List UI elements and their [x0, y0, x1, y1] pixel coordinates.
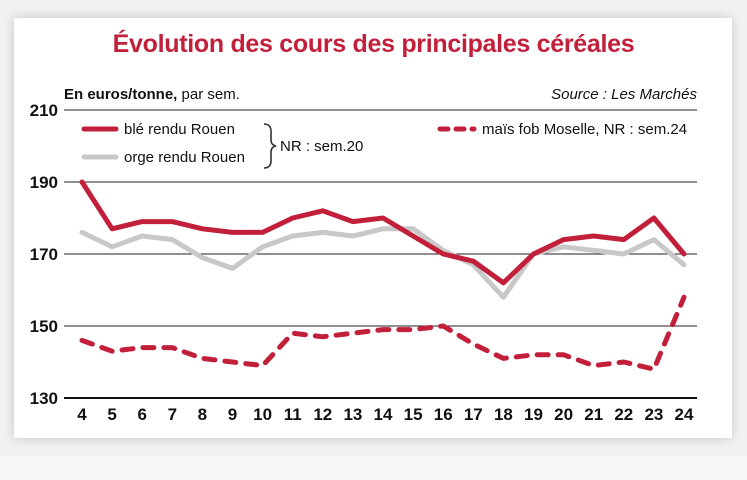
x-tick-label: 10 [253, 405, 272, 424]
y-tick-label: 150 [30, 317, 58, 336]
x-tick-label: 20 [554, 405, 573, 424]
x-tick-label: 12 [313, 405, 332, 424]
x-tick-label: 16 [434, 405, 453, 424]
x-tick-label: 15 [404, 405, 423, 424]
legend-label-ble: blé rendu Rouen [124, 121, 235, 138]
x-tick-label: 13 [343, 405, 362, 424]
x-tick-label: 22 [614, 405, 633, 424]
source-label: Source : Les Marchés [551, 86, 697, 103]
x-tick-label: 14 [374, 405, 393, 424]
grid-layer [64, 109, 697, 399]
axis-layer: 130 150 170 190 210 4 5 6 7 8 9 10 11 12 13 14 15 16 17 18 1… [30, 101, 694, 424]
x-tick-label: 7 [168, 405, 177, 424]
chart-card [14, 18, 732, 438]
y-tick-label: 210 [30, 101, 58, 120]
legend-label-mais: maïs fob Moselle, NR : sem.24 [482, 121, 687, 138]
x-tick-label: 6 [137, 405, 146, 424]
x-tick-label: 24 [675, 405, 694, 424]
x-tick-label: 19 [524, 405, 543, 424]
unit-label-rest: par sem. [177, 86, 240, 103]
legend-label-orge: orge rendu Rouen [124, 149, 245, 166]
x-tick-label: 17 [464, 405, 483, 424]
below-text-blur [0, 456, 747, 480]
x-tick-label: 23 [644, 405, 663, 424]
x-tick-label: 8 [198, 405, 207, 424]
x-tick-label: 9 [228, 405, 237, 424]
series-line-orge [79, 226, 687, 300]
unit-label: En euros/tonne, par sem. [64, 86, 240, 103]
x-tick-label: 18 [494, 405, 513, 424]
y-tick-label: 190 [30, 173, 58, 192]
x-tick-label: 21 [584, 405, 603, 424]
y-tick-label: 170 [30, 245, 58, 264]
legend-brace [263, 123, 277, 169]
chart-title: Évolution des cours des principales céré… [112, 30, 635, 58]
legend-label-nr: NR : sem.20 [280, 138, 363, 155]
series-layer [79, 179, 687, 372]
series-line-ble [79, 179, 687, 286]
x-tick-label: 4 [77, 405, 87, 424]
unit-label-bold: En euros/tonne, [64, 86, 178, 103]
legend: blé rendu Rouen orge rendu Rouen NR : sem.… [81, 121, 687, 169]
y-tick-label: 130 [30, 389, 58, 408]
x-tick-label: 11 [284, 405, 302, 424]
series-line-mais [79, 294, 687, 372]
x-tick-label: 5 [107, 405, 116, 424]
